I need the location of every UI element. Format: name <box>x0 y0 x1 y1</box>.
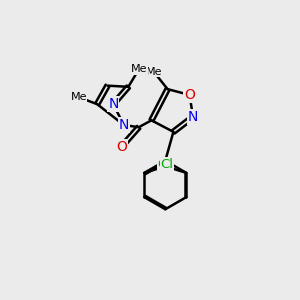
Text: Cl: Cl <box>160 158 173 171</box>
Text: N: N <box>108 97 119 111</box>
Text: Me: Me <box>146 67 162 77</box>
Text: N: N <box>188 110 198 124</box>
Text: O: O <box>116 140 127 154</box>
Text: Me: Me <box>130 64 147 74</box>
Text: Me: Me <box>70 92 87 102</box>
Text: N: N <box>118 118 129 132</box>
Text: Cl: Cl <box>157 158 170 171</box>
Text: O: O <box>184 88 195 102</box>
